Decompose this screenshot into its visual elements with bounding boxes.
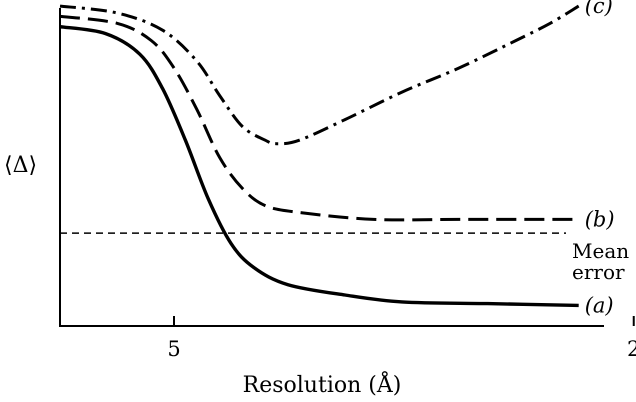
series-line-a <box>59 25 579 308</box>
series-label-a: (a) <box>585 293 614 317</box>
axes <box>59 8 604 327</box>
series-line-b <box>59 14 579 222</box>
x-axis-label: Resolution (Å) <box>243 370 402 398</box>
mean-error-label-line2: error <box>572 260 625 284</box>
series-label-b: (b) <box>585 207 615 231</box>
series-line-c <box>59 4 580 146</box>
series-labels: (c) (b) (a) <box>585 0 615 317</box>
y-axis-label: ⟨Δ⟩ <box>4 153 37 178</box>
series-layer <box>59 4 580 308</box>
mean-error-label-line1: Mean <box>572 239 629 263</box>
series-label-c: (c) <box>585 0 613 18</box>
x-tick-label-5: 5 <box>167 337 180 361</box>
x-tick-label-2: 2 <box>627 337 636 361</box>
